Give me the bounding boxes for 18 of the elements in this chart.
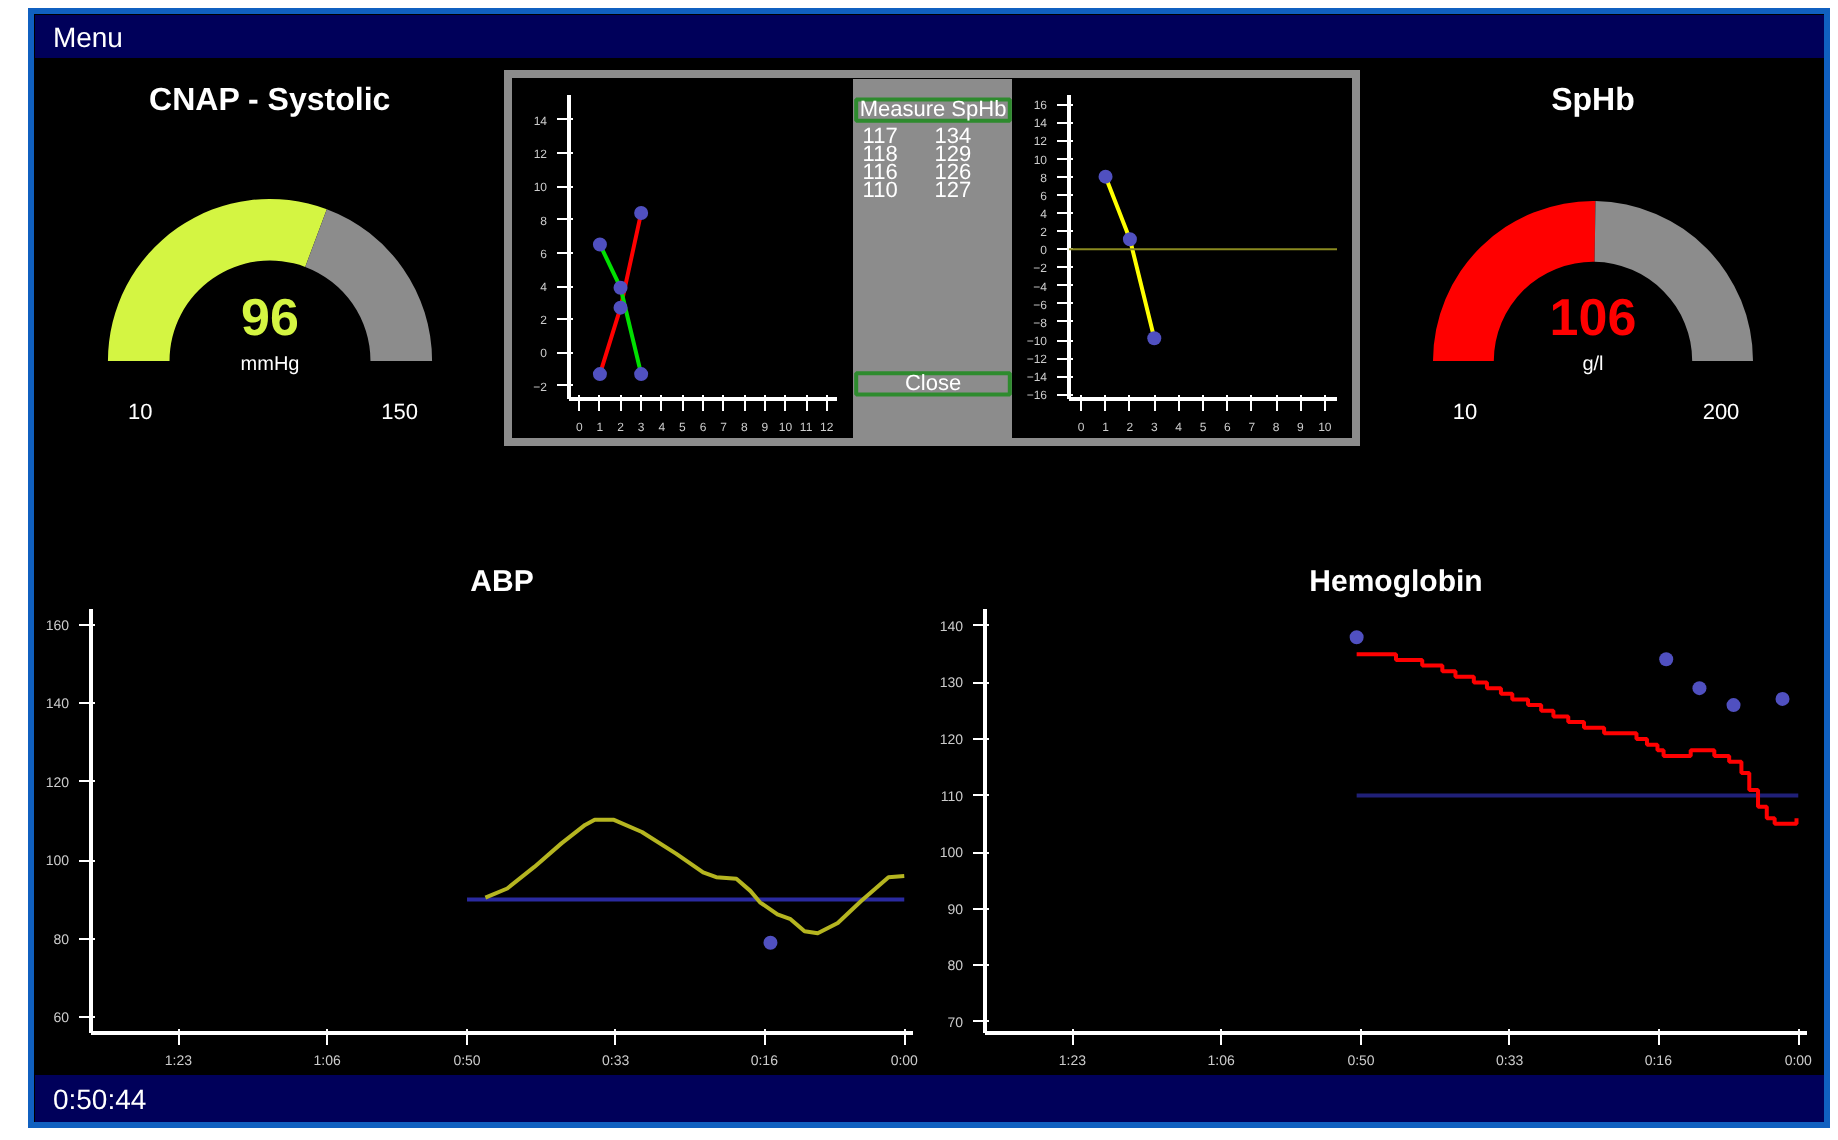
text: Menu xyxy=(52,21,123,53)
chart-title: ABP xyxy=(470,565,534,599)
text: Close xyxy=(904,371,962,396)
text: Measure SpHb xyxy=(859,98,1007,123)
text: 110 xyxy=(862,179,898,204)
text: 106 xyxy=(1549,287,1637,347)
chart-title: Hemoglobin xyxy=(1309,565,1483,599)
text: 150 xyxy=(381,401,419,425)
text: 0:50:44 xyxy=(52,1083,147,1115)
text: 127 xyxy=(934,179,972,204)
chart-title: CNAP - Systolic xyxy=(149,84,391,118)
text: 96 xyxy=(241,287,299,347)
text: 200 xyxy=(1702,401,1740,425)
text: 126 xyxy=(934,161,972,185)
text: mmHg xyxy=(240,354,300,376)
text: 116 xyxy=(862,161,898,185)
text: g/l xyxy=(1582,354,1604,376)
chart-title: SpHb xyxy=(1551,84,1636,118)
